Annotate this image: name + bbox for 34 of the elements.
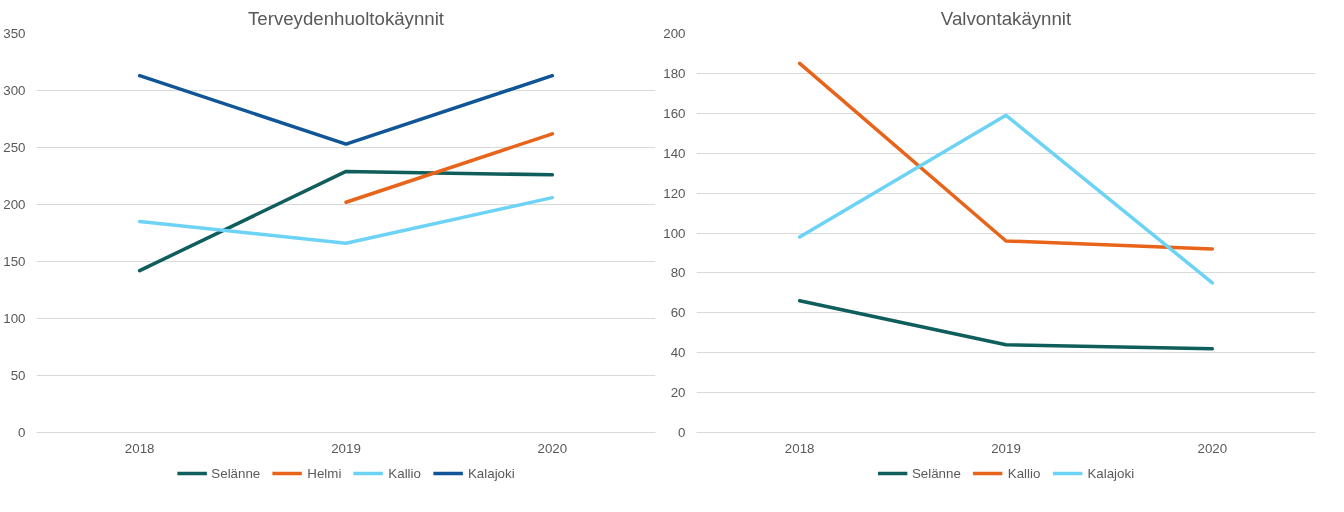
- legend-label: Helmi: [307, 465, 342, 481]
- y-tick-label: 200: [3, 197, 26, 212]
- legend-label: Selänne: [211, 465, 261, 481]
- y-tick-label: 20: [670, 385, 686, 401]
- y-tick-label: 350: [3, 26, 26, 41]
- y-tick-label: 40: [670, 345, 686, 361]
- chart-title: Terveydenhuoltokäynnit: [247, 7, 445, 29]
- y-tick-label: 0: [678, 425, 686, 440]
- y-tick-label: 80: [670, 265, 686, 281]
- y-tick-label: 180: [663, 65, 686, 81]
- y-tick-label: 140: [663, 145, 686, 161]
- y-tick-label: 100: [3, 311, 26, 326]
- y-tick-label: 120: [663, 185, 686, 201]
- legend-label: Kallio: [388, 465, 421, 481]
- y-tick-label: 50: [10, 368, 26, 383]
- legend-label: Kalajoki: [1087, 465, 1135, 481]
- x-tick-label: 2020: [537, 440, 568, 456]
- y-tick-label: 60: [670, 305, 686, 321]
- x-tick-label: 2019: [331, 440, 361, 456]
- x-tick-label: 2020: [1197, 440, 1228, 456]
- y-tick-label: 250: [3, 140, 26, 155]
- y-tick-label: 100: [663, 225, 686, 241]
- x-tick-label: 2018: [784, 440, 815, 456]
- x-tick-label: 2018: [124, 440, 155, 456]
- legend-label: Selänne: [911, 465, 961, 481]
- y-tick-label: 200: [663, 26, 686, 41]
- y-tick-label: 300: [3, 83, 26, 98]
- chart-title: Valvontakäynnit: [940, 7, 1072, 29]
- y-tick-label: 0: [18, 425, 26, 440]
- x-tick-label: 2019: [991, 440, 1021, 456]
- legend-label: Kalajoki: [467, 465, 515, 481]
- y-tick-label: 160: [663, 105, 686, 121]
- legend-label: Kallio: [1007, 465, 1041, 481]
- y-tick-label: 150: [3, 254, 26, 269]
